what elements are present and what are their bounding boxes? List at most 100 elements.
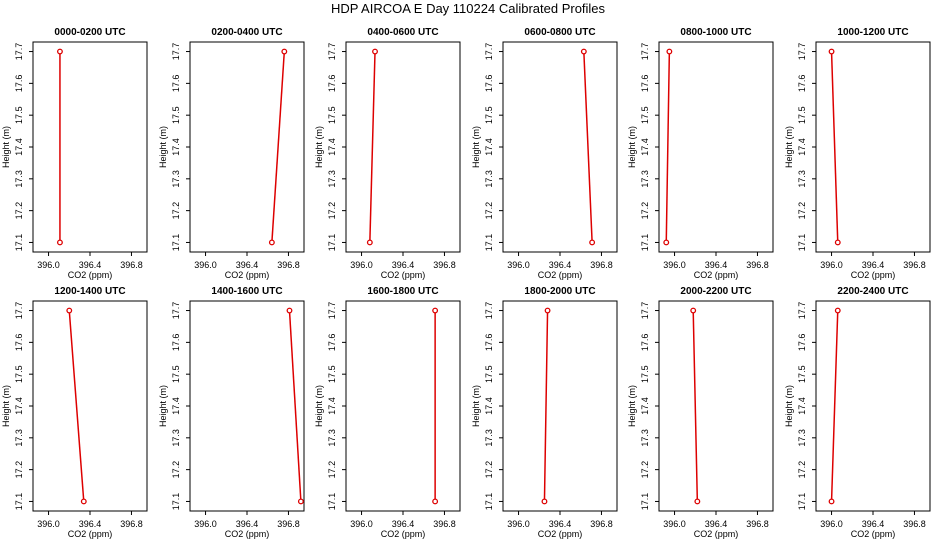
x-tick-label: 396.8	[433, 260, 456, 270]
y-tick-label: 17.2	[327, 461, 337, 479]
panel-title: 1200-1400 UTC	[54, 286, 125, 297]
panel-7: 1200-1400 UTC 396.0 396.4 396.8 17.1 17.2 17.3…	[1, 286, 148, 539]
y-tick-label: 17.1	[327, 234, 337, 252]
y-tick-label: 17.5	[797, 106, 807, 124]
y-tick-label: 17.3	[327, 170, 337, 188]
y-tick-label: 17.7	[640, 43, 650, 61]
y-tick-label: 17.1	[484, 234, 494, 252]
x-tick-label: 396.8	[433, 519, 456, 529]
y-tick-label: 17.1	[797, 493, 807, 511]
plot-frame	[345, 300, 461, 512]
data-point	[589, 239, 596, 246]
y-tick-label: 17.7	[171, 302, 181, 320]
data-point	[580, 48, 587, 55]
y-tick-label: 17.6	[797, 75, 807, 93]
y-tick-label: 17.5	[640, 106, 650, 124]
panel-5: 0800-1000 UTC 396.0 396.4 396.8 17.1 17.2 17.3…	[627, 27, 774, 280]
y-tick-label: 17.5	[14, 106, 24, 124]
x-tick-label: 396.8	[746, 260, 769, 270]
y-tick-label: 17.6	[640, 334, 650, 352]
plot-frame	[658, 300, 774, 512]
y-tick-label: 17.4	[327, 397, 337, 415]
y-tick-label: 17.3	[171, 429, 181, 447]
x-axis-label: CO2 (ppm)	[538, 529, 583, 539]
y-axis-label: Height (m)	[784, 126, 794, 168]
x-tick-label: 396.4	[705, 519, 728, 529]
panel-2: 0200-0400 UTC 396.0 396.4 396.8 17.1 17.2 17.3…	[158, 27, 305, 280]
plot-frame	[815, 300, 931, 512]
y-axis-label: Height (m)	[627, 385, 637, 427]
data-point	[80, 498, 87, 505]
y-tick-label: 17.2	[171, 461, 181, 479]
x-tick-label: 396.4	[79, 260, 102, 270]
y-tick-label: 17.7	[327, 302, 337, 320]
x-axis-label: CO2 (ppm)	[851, 270, 896, 280]
y-tick-label: 17.6	[640, 75, 650, 93]
x-tick-label: 396.4	[705, 260, 728, 270]
y-tick-label: 17.3	[640, 170, 650, 188]
panel-4: 0600-0800 UTC 396.0 396.4 396.8 17.1 17.2 17.3…	[471, 27, 618, 280]
y-tick-label: 17.4	[171, 138, 181, 156]
x-tick-label: 396.0	[820, 260, 843, 270]
y-tick-label: 17.6	[171, 75, 181, 93]
panel-title: 2200-2400 UTC	[837, 286, 908, 297]
plot-frame	[502, 300, 618, 512]
x-tick-label: 396.4	[236, 519, 259, 529]
y-axis-label: Height (m)	[158, 126, 168, 168]
y-tick-label: 17.3	[797, 429, 807, 447]
x-axis-label: CO2 (ppm)	[225, 270, 270, 280]
y-tick-label: 17.2	[14, 202, 24, 220]
x-tick-label: 396.8	[120, 260, 143, 270]
data-point	[834, 239, 841, 246]
y-tick-label: 17.7	[484, 302, 494, 320]
y-tick-label: 17.6	[14, 75, 24, 93]
panel-title: 1400-1600 UTC	[211, 286, 282, 297]
x-tick-label: 396.0	[37, 260, 60, 270]
profile-line	[288, 310, 302, 502]
y-tick-label: 17.5	[171, 106, 181, 124]
x-tick-label: 396.0	[820, 519, 843, 529]
y-axis-label: Height (m)	[1, 126, 11, 168]
y-tick-label: 17.2	[484, 202, 494, 220]
profile-line	[543, 310, 549, 502]
data-point	[56, 48, 63, 55]
y-tick-label: 17.2	[327, 202, 337, 220]
data-point	[834, 307, 841, 314]
panel-title: 0400-0600 UTC	[367, 27, 438, 38]
panel-title: 0800-1000 UTC	[680, 27, 751, 38]
profile-line	[830, 310, 839, 502]
x-tick-label: 396.0	[350, 519, 373, 529]
panel-6: 1000-1200 UTC 396.0 396.4 396.8 17.1 17.2 17.3…	[784, 27, 931, 280]
x-axis-label: CO2 (ppm)	[381, 529, 426, 539]
figure-title: HDP AIRCOA E Day 110224 Calibrated Profi…	[330, 1, 606, 16]
y-tick-label: 17.1	[484, 493, 494, 511]
x-tick-label: 396.0	[663, 519, 686, 529]
x-tick-label: 396.8	[120, 519, 143, 529]
x-axis-label: CO2 (ppm)	[225, 529, 270, 539]
y-tick-label: 17.3	[484, 170, 494, 188]
profile-line	[830, 51, 839, 243]
plot-frame	[32, 41, 148, 253]
y-axis-label: Height (m)	[158, 385, 168, 427]
panel-title: 0200-0400 UTC	[211, 27, 282, 38]
data-point	[828, 48, 835, 55]
x-tick-label: 396.4	[549, 519, 572, 529]
profile-line	[583, 51, 593, 243]
y-tick-label: 17.4	[14, 138, 24, 156]
y-tick-label: 17.3	[14, 429, 24, 447]
y-axis-label: Height (m)	[314, 385, 324, 427]
y-tick-label: 17.1	[171, 234, 181, 252]
data-point	[372, 48, 378, 55]
y-tick-label: 17.5	[484, 106, 494, 124]
plot-frame	[502, 41, 618, 253]
y-tick-label: 17.1	[327, 493, 337, 511]
y-tick-label: 17.2	[640, 461, 650, 479]
plot-frame	[658, 41, 774, 253]
y-tick-label: 17.7	[14, 43, 24, 61]
data-point	[541, 498, 548, 505]
data-point	[432, 498, 439, 505]
panel-title: 1000-1200 UTC	[837, 27, 908, 38]
x-tick-label: 396.8	[903, 519, 926, 529]
y-tick-label: 17.6	[484, 75, 494, 93]
